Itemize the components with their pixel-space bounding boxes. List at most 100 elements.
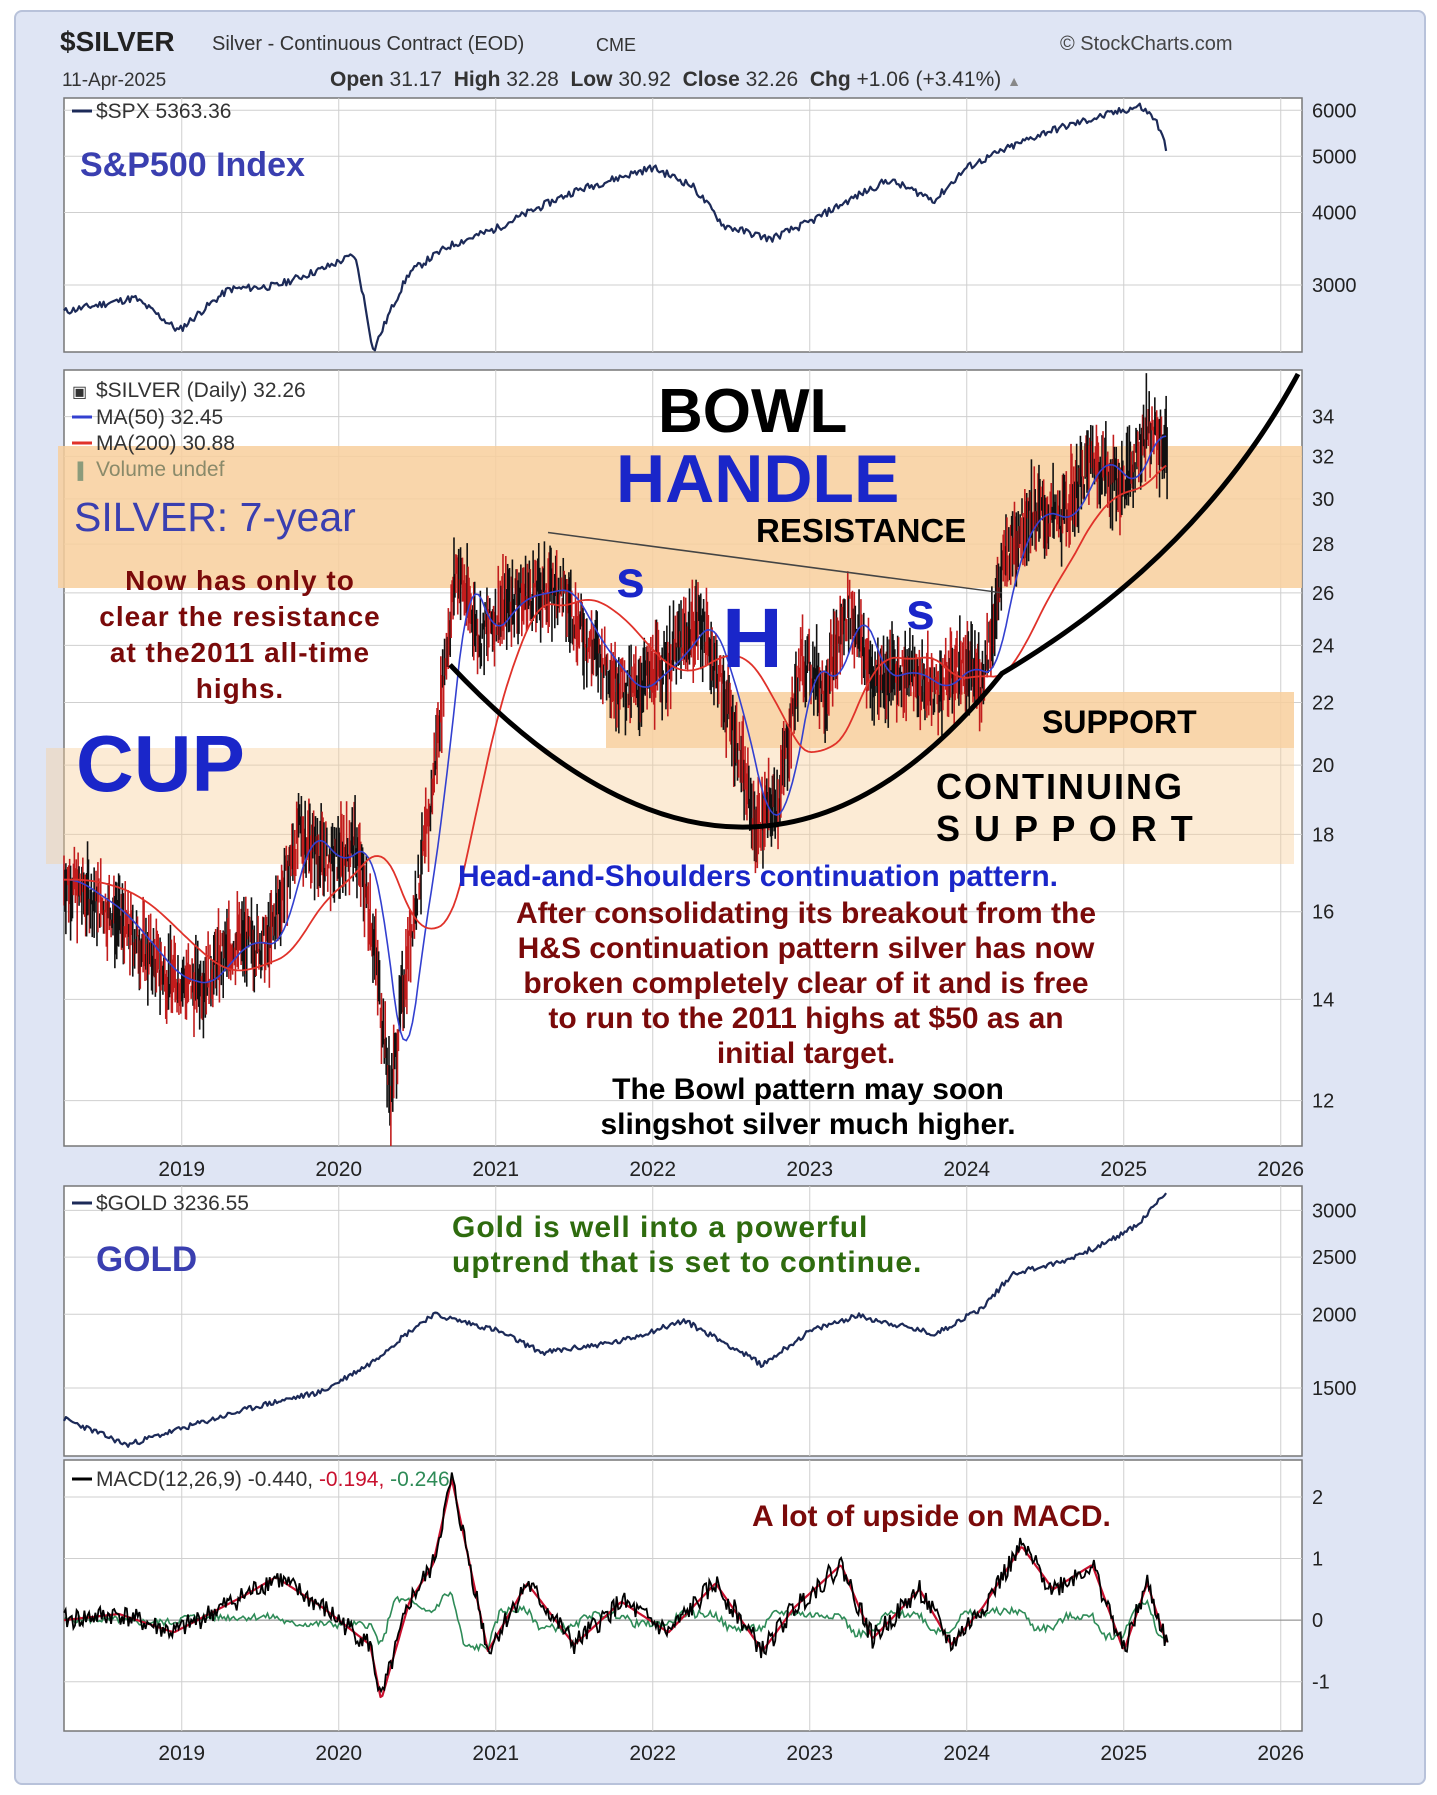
silver-ytick-label: 24: [1312, 635, 1334, 657]
bowl-note-line: slingshot silver much higher.: [600, 1108, 1016, 1141]
exchange-label: CME: [596, 35, 636, 55]
spx-panel: [63, 97, 1303, 353]
silver-ytick-label: 22: [1312, 693, 1334, 715]
ohlc-row: Open 31.17 High 32.28 Low 30.92 Close 32…: [330, 68, 1021, 92]
chg-value: +1.06 (+3.41%): [856, 68, 1002, 91]
symbol-description: Silver - Continuous Contract (EOD): [212, 33, 525, 55]
close-value: 32.26: [745, 68, 799, 91]
gold-ytick-label: 2000: [1312, 1304, 1357, 1326]
macd-xtick-label: 2019: [158, 1742, 205, 1765]
macd-xtick-label: 2022: [629, 1742, 676, 1765]
gold-ytick-label: 1500: [1312, 1378, 1357, 1400]
gold-ytick-label: 2500: [1312, 1247, 1357, 1269]
symbol-title: $SILVER: [60, 26, 175, 57]
bowl-annotation: BOWL: [658, 377, 848, 446]
cup-band: [46, 748, 1294, 864]
spx-ytick-label: 3000: [1312, 275, 1357, 297]
hs-body: After consolidating its breakout from th…: [438, 896, 1174, 1071]
resistance-note-line: highs.: [195, 673, 285, 704]
resistance-label: RESISTANCE: [756, 512, 967, 549]
gold-series-line: [63, 1192, 1167, 1448]
signal-value: -0.194,: [319, 1468, 390, 1491]
bowl-note: The Bowl pattern may soon slingshot silv…: [518, 1072, 1098, 1142]
resistance-note-line: clear the resistance: [99, 601, 381, 632]
silver-moving-average: [64, 464, 1167, 972]
gold-note-line: uptrend that is set to continue.: [452, 1246, 923, 1279]
spx-ytick-label: 5000: [1312, 146, 1357, 168]
right-shoulder-label: s: [906, 583, 935, 641]
hs-body-line: After consolidating its breakout from th…: [515, 897, 1097, 930]
histogram-value: -0.246: [390, 1468, 450, 1491]
macd-value: MACD(12,26,9) -0.440,: [96, 1468, 319, 1491]
continuing-support-line: CONTINUING: [936, 766, 1184, 807]
hs-body-line: initial target.: [716, 1037, 896, 1070]
spx-series-line: [63, 102, 1168, 352]
silver-ytick-label: 12: [1312, 1091, 1334, 1113]
silver-xtick-label: 2019: [158, 1158, 205, 1181]
silver-xtick-label: 2025: [1100, 1158, 1147, 1181]
silver-ma50-legend-label: MA(50) 32.45: [96, 406, 223, 429]
bowl-note-line: The Bowl pattern may soon: [612, 1073, 1004, 1106]
macd-ytick-label: 1: [1312, 1549, 1323, 1571]
continuing-support-line: S U P P O R T: [936, 808, 1195, 849]
close-label: Close: [682, 68, 740, 91]
silver-ma200-legend-label: MA(200) 30.88: [96, 432, 235, 455]
silver-xtick-label: 2021: [472, 1158, 519, 1181]
macd-legend-label: MACD(12,26,9) -0.440, -0.194, -0.246: [96, 1468, 450, 1491]
macd-ytick-label: 2: [1312, 1487, 1323, 1509]
silver-ytick-label: 14: [1312, 989, 1334, 1011]
resistance-note: Now has only to clear the resistance at …: [68, 563, 412, 707]
gold-ytick-label: 3000: [1312, 1200, 1357, 1222]
resistance-trendline: [547, 531, 1003, 594]
silver-xtick-label: 2023: [786, 1158, 833, 1181]
head-label: H: [722, 591, 783, 685]
resistance-note-line: Now has only to: [125, 565, 355, 596]
silver-xtick-label: 2020: [315, 1158, 362, 1181]
macd-xtick-label: 2020: [315, 1742, 362, 1765]
silver-annotation: SILVER: 7-year: [74, 494, 356, 540]
silver-ytick-label: 30: [1312, 489, 1334, 511]
silver-xtick-label: 2024: [943, 1158, 990, 1181]
macd-xtick-label: 2026: [1257, 1742, 1304, 1765]
left-shoulder-label: s: [616, 551, 645, 609]
hs-body-line: to run to the 2011 highs at $50 as an: [548, 1002, 1064, 1035]
resistance-note-line: at the2011 all-time: [109, 637, 371, 668]
silver-ytick-label: 16: [1312, 902, 1334, 924]
source-label: © StockCharts.com: [1060, 33, 1233, 55]
cup-annotation: CUP: [76, 719, 245, 808]
volume-icon: ▐: [72, 461, 84, 481]
volume-legend-label: Volume undef: [96, 458, 225, 481]
low-value: 30.92: [618, 68, 671, 91]
macd-ytick-label: -1: [1312, 1672, 1330, 1694]
high-label: High: [453, 68, 501, 91]
chg-label: Chg: [809, 68, 851, 91]
support-label: SUPPORT: [1042, 704, 1197, 740]
handle-annotation: HANDLE: [616, 441, 900, 517]
high-value: 32.28: [506, 68, 559, 91]
macd-ytick-label: 0: [1312, 1610, 1323, 1632]
macd-line: [63, 1472, 1169, 1694]
up-arrow-icon: ▲: [1007, 73, 1021, 89]
macd-xtick-label: 2025: [1100, 1742, 1147, 1765]
macd-note: A lot of upside on MACD.: [752, 1500, 1111, 1533]
gold-legend-label: $GOLD 3236.55: [96, 1192, 249, 1215]
continuing-support-label: CONTINUING S U P P O R T: [936, 766, 1195, 850]
low-label: Low: [570, 68, 613, 91]
silver-legend-label: $SILVER (Daily) 32.26: [96, 379, 306, 402]
open-value: 31.17: [389, 68, 443, 91]
spx-ytick-label: 6000: [1312, 100, 1357, 122]
quote-date: 11-Apr-2025: [62, 70, 167, 91]
silver-ytick-label: 20: [1312, 755, 1334, 777]
macd-panel: [63, 1459, 1303, 1732]
silver-ytick-label: 18: [1312, 824, 1334, 846]
silver-moving-average: [64, 435, 1167, 1042]
silver-ytick-label: 28: [1312, 534, 1334, 556]
sp500-annotation: S&P500 Index: [80, 146, 305, 184]
macd-xtick-label: 2021: [472, 1742, 519, 1765]
spx-ytick-label: 4000: [1312, 203, 1357, 225]
hs-title: Head-and-Shoulders continuation pattern.: [458, 860, 1059, 893]
hs-body-line: broken completely clear of it and is fre…: [523, 967, 1089, 1000]
hs-body-line: H&S continuation pattern silver has now: [517, 932, 1095, 965]
bowl-curve: [448, 372, 1301, 830]
